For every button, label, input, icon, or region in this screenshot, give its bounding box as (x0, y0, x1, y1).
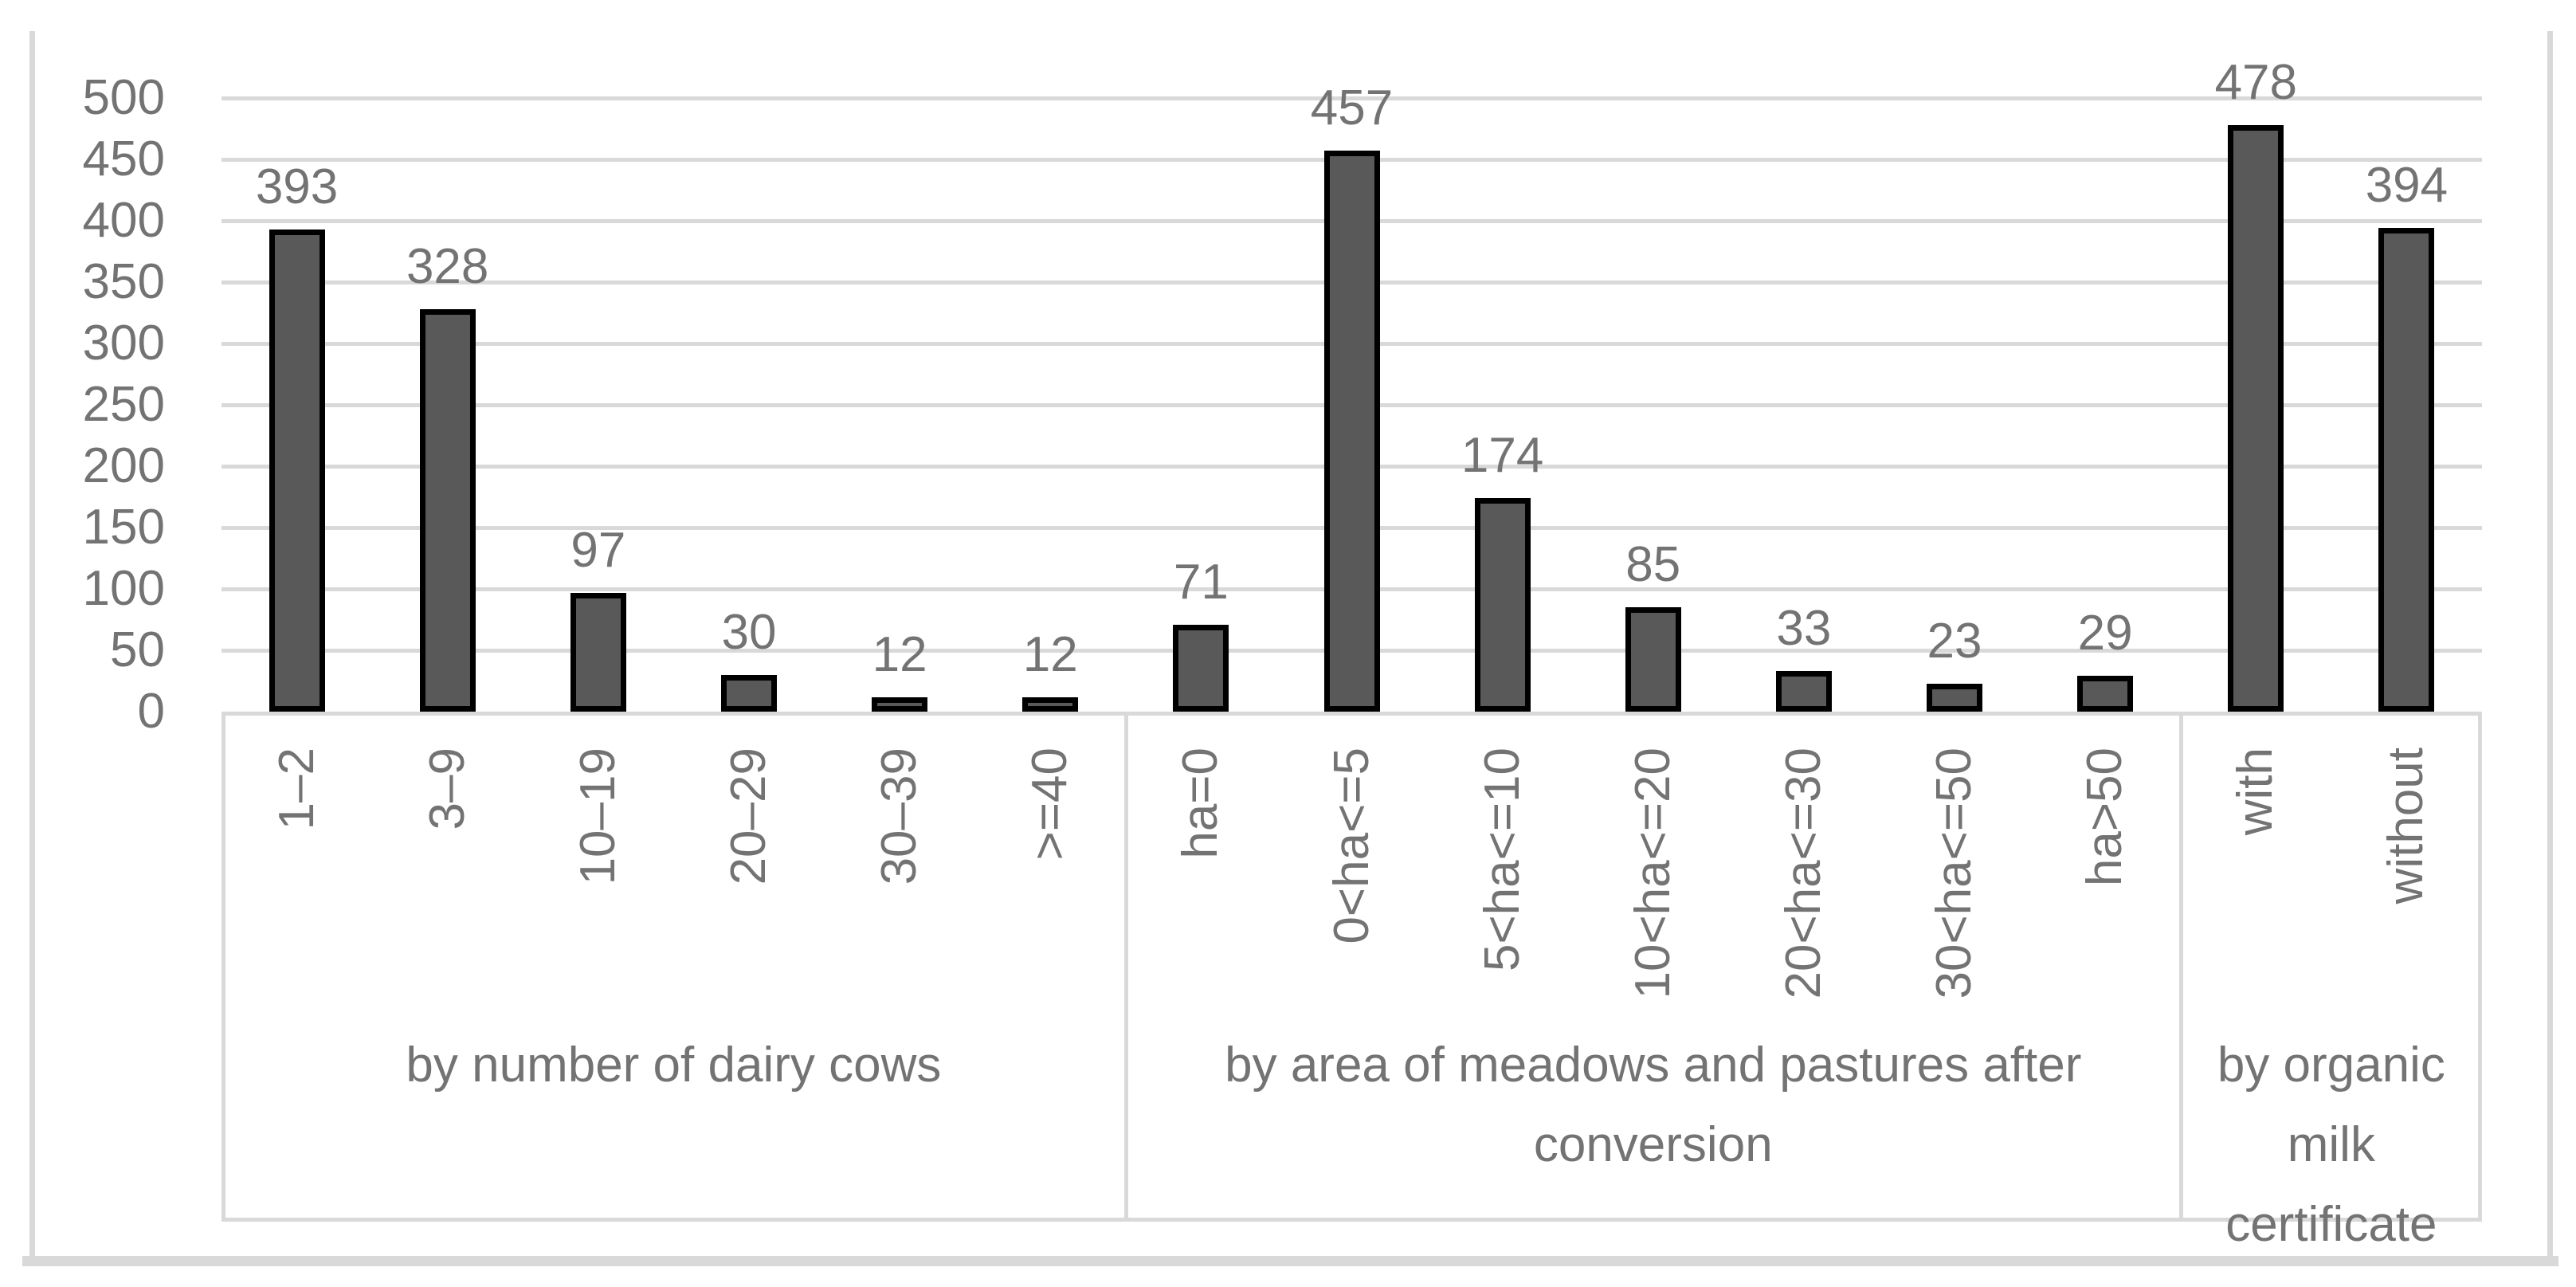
figure-border-bottom (22, 1256, 2558, 1266)
bar-value-label: 97 (570, 522, 626, 578)
group-divider (2178, 712, 2183, 1222)
category-label: 1–2 (269, 747, 324, 830)
bar-value-label: 12 (872, 626, 927, 682)
x-axis-category-box (222, 712, 2482, 1222)
category-label: 20<ha<=30 (1775, 747, 1831, 999)
group-caption: by number of dairy cows (406, 1038, 942, 1093)
group-caption: by organic milk certificate (2217, 1038, 2445, 1252)
bar (872, 696, 928, 712)
bar (1173, 624, 1229, 712)
bar-value-label: 457 (1310, 80, 1394, 136)
bar (2077, 676, 2134, 712)
bar (1022, 696, 1079, 712)
category-label: 10–19 (570, 747, 625, 885)
gridline (222, 96, 2482, 100)
bar-value-label: 478 (2214, 54, 2298, 110)
category-label: ha>50 (2077, 747, 2133, 887)
category-label: 10<ha<=20 (1625, 747, 1680, 999)
y-axis-tick-label: 250 (82, 377, 165, 432)
figure-border-right (2547, 31, 2553, 1256)
category-label: 30–39 (872, 747, 927, 885)
category-label: with (2228, 747, 2284, 836)
bar (720, 674, 777, 712)
category-label: 3–9 (419, 747, 475, 830)
category-label: 0<ha<=5 (1323, 747, 1379, 944)
y-axis-tick-label: 500 (82, 70, 165, 125)
figure-border-left (29, 31, 35, 1256)
bar (419, 308, 476, 712)
y-axis-tick-label: 200 (82, 438, 165, 493)
y-axis-tick-label: 350 (82, 254, 165, 309)
bar (2378, 228, 2435, 712)
bar (1625, 607, 1681, 712)
bar-value-label: 12 (1022, 626, 1078, 682)
bar-value-label: 71 (1173, 554, 1229, 610)
bar (1775, 671, 1832, 712)
bar (570, 592, 626, 712)
bar-value-label: 394 (2365, 158, 2449, 214)
bar (269, 229, 325, 712)
bar-value-label: 33 (1776, 601, 1832, 657)
bar (2228, 124, 2284, 712)
bar-value-label: 30 (721, 604, 777, 660)
bar-value-label: 328 (406, 238, 489, 294)
y-axis-tick-label: 450 (82, 131, 165, 186)
y-axis-tick-label: 100 (82, 561, 165, 616)
bar-value-label: 23 (1927, 613, 1982, 669)
category-label: 30<ha<=50 (1927, 747, 1982, 999)
y-axis-tick-label: 400 (82, 193, 165, 248)
category-label: ha=0 (1173, 747, 1229, 859)
bar-value-label: 174 (1461, 428, 1544, 484)
bar-value-label: 29 (2077, 606, 2133, 661)
bar-value-label: 85 (1625, 537, 1681, 593)
group-caption: by area of meadows and pastures after co… (1225, 1038, 2082, 1172)
y-axis-tick-label: 50 (110, 622, 165, 677)
bar (1474, 498, 1531, 712)
category-label: 20–29 (720, 747, 776, 885)
group-divider (1123, 712, 1128, 1222)
category-label: without (2378, 747, 2434, 904)
bar (1927, 683, 1983, 712)
bar (1323, 151, 1380, 712)
y-axis-tick-label: 300 (82, 316, 165, 371)
category-label: 5<ha<=10 (1474, 747, 1530, 972)
bar-value-label: 393 (255, 159, 339, 214)
y-axis-tick-label: 150 (82, 500, 165, 555)
y-axis-tick-label: 0 (137, 684, 165, 739)
category-label: >=40 (1022, 747, 1078, 861)
